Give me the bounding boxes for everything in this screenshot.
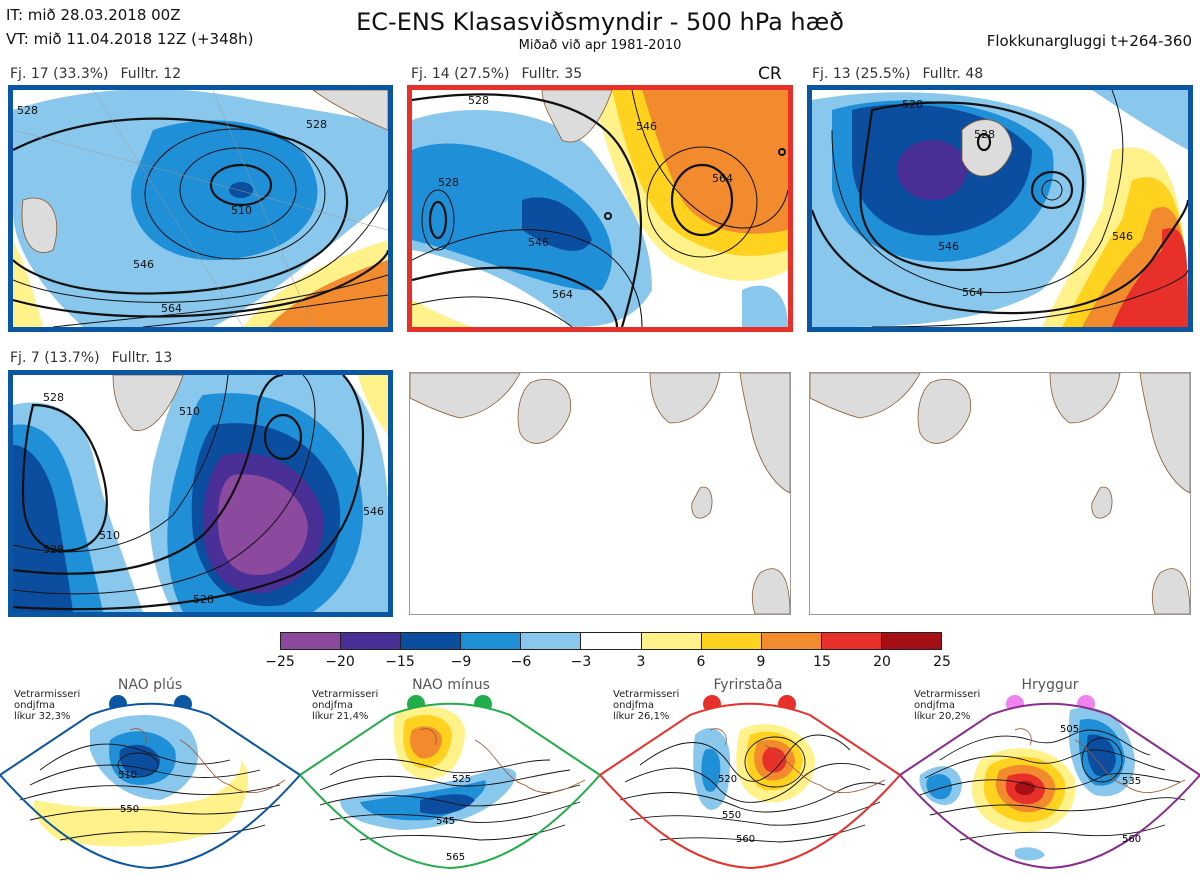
regime-3-note: Vetrarmisseri ondjfma líkur 26,1%: [613, 689, 680, 722]
colorbar-tick: 3: [636, 654, 646, 670]
colorbar-tick: −15: [385, 654, 415, 670]
colorbar-swatch: [641, 633, 702, 649]
regime-3-title: Fyrirstaða: [713, 677, 783, 693]
empty-map-panel-6: [809, 372, 1191, 615]
contour-label: 564: [552, 288, 573, 301]
contour-label: 546: [133, 258, 154, 271]
anomaly-colorbar: [280, 632, 942, 650]
contour-label: 546: [636, 120, 657, 133]
contour-label: 510: [231, 204, 252, 217]
regime-3-map: 520 550 560: [598, 690, 902, 870]
cluster-map-panel-1: 528 510 528 546 564: [8, 85, 393, 332]
contour-label: 546: [1112, 230, 1133, 243]
contour-label: 528: [438, 176, 459, 189]
contour-label: 550: [120, 804, 139, 815]
contour-label: 510: [99, 529, 120, 542]
contour-label: 510: [118, 770, 137, 781]
colorbar-tick: 9: [756, 654, 766, 670]
cluster-map-panel-2: 528 528 546 564 546 564: [407, 85, 793, 332]
valid-time: VT: mið 11.04.2018 12Z (+348h): [6, 30, 254, 48]
contour-label: 520: [718, 774, 737, 785]
regime-4-title: Hryggur: [1021, 677, 1079, 693]
colorbar-swatch: [701, 633, 762, 649]
contour-label: 528: [43, 543, 64, 556]
empty-map-panel-5: [409, 372, 791, 615]
contour-label: 525: [452, 774, 471, 785]
contour-label: 505: [1060, 724, 1079, 735]
panel-4-label: Fj. 7 (13.7%) Fulltr. 13: [10, 350, 173, 366]
contour-label: 528: [902, 98, 923, 111]
classification-window: Flokkunargluggi t+264-360: [986, 32, 1192, 50]
colorbar-swatch: [821, 633, 882, 649]
colorbar-tick: 20: [873, 654, 891, 670]
colorbar-swatch: [761, 633, 822, 649]
contour-label: 528: [193, 593, 214, 606]
colorbar-tick: −20: [325, 654, 355, 670]
colorbar-swatch: [581, 633, 642, 649]
regime-2-note: Vetrarmisseri ondjfma líkur 21,4%: [312, 689, 379, 722]
contour-label: 545: [436, 816, 455, 827]
contour-label: 564: [962, 286, 983, 299]
contour-label: 535: [1122, 776, 1141, 787]
colorbar-swatch: [881, 633, 942, 649]
contour-label: 546: [938, 240, 959, 253]
panel-3-label: Fj. 13 (25.5%) Fulltr. 48: [812, 66, 984, 82]
contour-label: 565: [446, 852, 465, 863]
panel-1-label: Fj. 17 (33.3%) Fulltr. 12: [10, 66, 182, 82]
initial-time: IT: mið 28.03.2018 00Z: [6, 6, 181, 24]
contour-label: 550: [722, 810, 741, 821]
regime-4-note: Vetrarmisseri ondjfma líkur 20,2%: [914, 689, 981, 722]
contour-label: 564: [161, 302, 182, 315]
regime-1-map: 510 550: [0, 690, 302, 870]
colorbar-tick: 15: [813, 654, 831, 670]
contour-label: 560: [736, 834, 755, 845]
cluster-map-panel-3: 528 528 546 546 564: [807, 85, 1193, 332]
regime-1-title: NAO plús: [117, 677, 183, 693]
regime-4-map: 505 535 560: [898, 690, 1200, 870]
regime-2-map: 525 545 565: [298, 690, 602, 870]
colorbar-swatch: [461, 633, 522, 649]
cluster-map-panel-4: 528 510 510 528 528 546: [8, 370, 393, 617]
panel-2-cr-tag: CR: [758, 64, 782, 84]
colorbar-swatch: [281, 633, 342, 649]
colorbar-swatch: [521, 633, 582, 649]
contour-label: 564: [712, 172, 733, 185]
colorbar-tick: 25: [933, 654, 951, 670]
contour-label: 528: [17, 104, 38, 117]
contour-label: 528: [468, 94, 489, 107]
panel-2-label: Fj. 14 (27.5%) Fulltr. 35: [411, 66, 583, 82]
contour-label: 528: [43, 391, 64, 404]
contour-label: 528: [306, 118, 327, 131]
page-subtitle: Miðað við apr 1981-2010: [518, 38, 682, 53]
page-title: EC-ENS Klasasviðsmyndir - 500 hPa hæð: [356, 8, 844, 36]
regime-2-title: NAO mínus: [412, 677, 490, 693]
colorbar-tick: −3: [570, 654, 592, 670]
colorbar-tick: −9: [450, 654, 472, 670]
colorbar-tick: 6: [696, 654, 706, 670]
colorbar-tick: −6: [510, 654, 532, 670]
contour-label: 546: [528, 236, 549, 249]
colorbar-swatch: [341, 633, 402, 649]
contour-label: 546: [363, 505, 384, 518]
colorbar-swatch: [401, 633, 462, 649]
contour-label: 560: [1122, 834, 1141, 845]
contour-label: 528: [974, 128, 995, 141]
colorbar-tick: −25: [265, 654, 295, 670]
contour-label: 510: [179, 405, 200, 418]
regime-1-note: Vetrarmisseri ondjfma líkur 32,3%: [14, 689, 81, 722]
